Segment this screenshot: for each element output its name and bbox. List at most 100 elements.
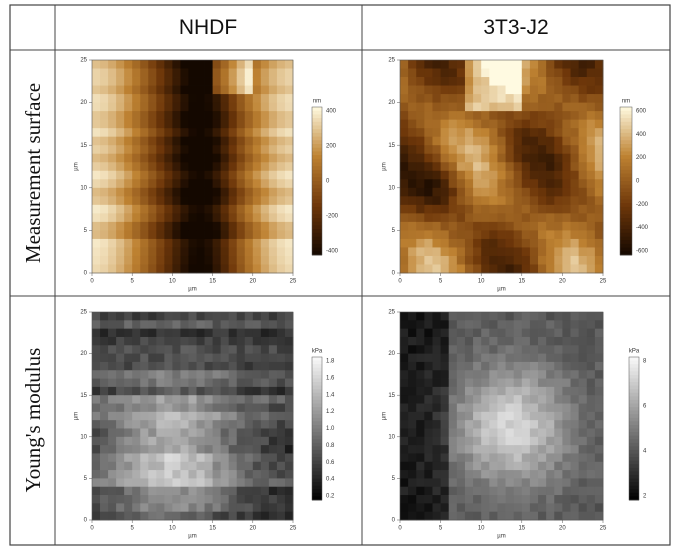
map-cell: [400, 153, 409, 163]
map-cell: [529, 470, 539, 479]
map-cell: [220, 162, 230, 172]
map-cell: [284, 445, 294, 454]
map-cell: [196, 378, 205, 388]
map-cell: [489, 312, 498, 321]
map-cell: [204, 196, 213, 206]
map-cell: [276, 353, 286, 363]
map-cell: [268, 230, 278, 240]
map-cell: [529, 361, 539, 371]
map-cell: [408, 436, 417, 446]
map-cell: [132, 85, 141, 95]
map-cell: [594, 221, 604, 231]
map-cell: [268, 503, 278, 513]
map-cell: [260, 145, 270, 155]
map-cell: [505, 345, 515, 354]
map-cell: [172, 94, 181, 103]
map-cell: [92, 312, 101, 321]
colorbar-cell: [312, 218, 322, 223]
map-cell: [100, 378, 109, 388]
map-cell: [260, 238, 270, 248]
map-cell: [432, 361, 441, 371]
map-cell: [108, 238, 117, 248]
map-cell: [180, 238, 189, 248]
map-cell: [180, 128, 189, 138]
map-cell: [513, 511, 523, 521]
map-cell: [521, 495, 531, 504]
map-cell: [164, 386, 173, 396]
map-cell: [268, 495, 278, 504]
colorbar-cell: [312, 221, 322, 226]
map-cell: [505, 436, 515, 446]
colorbar-cell: [629, 364, 639, 369]
map-cell: [408, 238, 417, 248]
map-cell: [473, 486, 482, 496]
map-cell: [546, 361, 555, 371]
map-cell: [124, 403, 133, 413]
map-cell: [473, 68, 482, 78]
map-cell: [220, 453, 230, 463]
map-cell: [284, 461, 294, 471]
map-cell: [464, 361, 474, 371]
map-cell: [140, 411, 149, 421]
colorbar-cell: [312, 232, 322, 237]
map-cell: [578, 353, 588, 363]
map-cell: [432, 511, 441, 521]
map-cell: [529, 162, 539, 172]
map-cell: [416, 361, 425, 371]
map-cell: [529, 511, 539, 521]
map-cell: [546, 353, 555, 363]
map-cell: [570, 170, 580, 180]
colorbar-cell: [620, 166, 632, 171]
map-cell: [586, 411, 596, 421]
map-cell: [513, 85, 523, 95]
map-cell: [529, 503, 539, 513]
map-cell: [220, 328, 230, 338]
map-cell: [124, 445, 133, 454]
colorbar-cell: [312, 407, 322, 412]
map-cell: [594, 102, 604, 112]
colorbar-cell: [312, 118, 322, 123]
map-cell: [188, 345, 197, 354]
map-cell: [521, 170, 531, 180]
map-cell: [408, 247, 417, 257]
map-cell: [400, 213, 409, 223]
map-cell: [188, 187, 197, 197]
map-cell: [92, 503, 101, 513]
map-cell: [586, 395, 596, 404]
map-cell: [481, 179, 490, 189]
map-cell: [554, 264, 563, 274]
map-cell: [529, 77, 539, 86]
map-cell: [416, 213, 425, 223]
map-cell: [260, 179, 270, 189]
map-cell: [424, 420, 433, 429]
map-cell: [204, 204, 213, 214]
y-tick-label: 5: [392, 228, 396, 234]
map-cell: [228, 204, 238, 214]
y-tick-label: 15: [80, 143, 87, 149]
map-cell: [156, 204, 165, 214]
map-cell: [164, 511, 173, 521]
map-cell: [132, 336, 141, 346]
map-cell: [276, 511, 286, 521]
map-cell: [570, 511, 580, 521]
map-cell: [188, 461, 197, 471]
map-cell: [570, 503, 580, 513]
map-cell: [586, 320, 596, 330]
map-cell: [513, 445, 523, 454]
map-cell: [92, 428, 101, 438]
colorbar-cell: [312, 424, 322, 429]
map-cell: [124, 162, 133, 172]
map-cell: [244, 403, 254, 413]
map-cell: [521, 420, 531, 429]
map-cell: [529, 453, 539, 463]
map-cell: [562, 179, 571, 189]
map-cell: [440, 486, 450, 496]
map-cell: [594, 60, 604, 69]
map-cell: [252, 503, 262, 513]
map-cell: [196, 370, 205, 379]
map-cell: [546, 370, 555, 379]
map-cell: [546, 196, 555, 206]
map-cell: [578, 153, 588, 163]
map-cell: [148, 204, 157, 214]
colorbar-tick-label: -400: [326, 249, 339, 255]
